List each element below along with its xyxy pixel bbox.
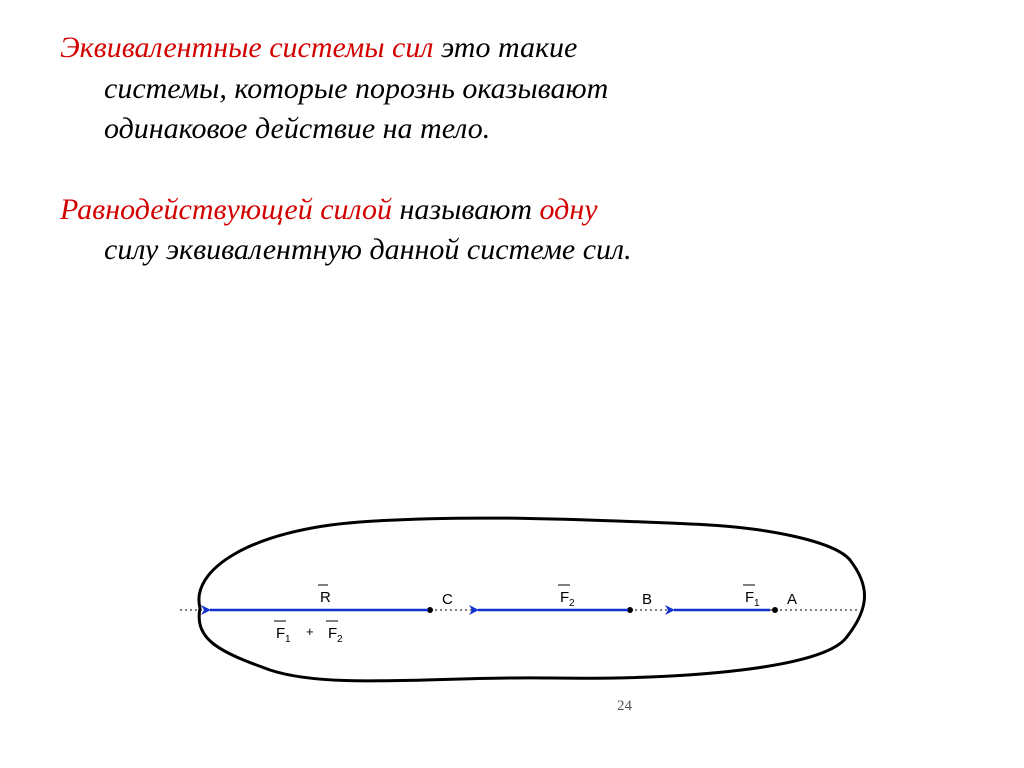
p2-one: одну xyxy=(540,193,598,226)
body-outline xyxy=(199,518,865,681)
p1-rest3: одинаковое действие на тело. xyxy=(104,112,490,145)
vector-sub-1: 2 xyxy=(569,598,575,609)
point-label-B: B xyxy=(642,591,652,608)
vector-sub-0: 1 xyxy=(754,598,760,609)
vector-label-0: F xyxy=(745,589,754,606)
vector-label-2: R xyxy=(320,589,331,606)
point-label-C: C xyxy=(442,591,453,608)
sum-f2: F xyxy=(328,625,337,642)
p2-rest: силу эквивалентную данной системе сил. xyxy=(104,233,632,266)
sum-plus: + xyxy=(306,624,314,639)
p2-term: Равнодействующей силой xyxy=(60,193,392,226)
sum-s2: 2 xyxy=(337,634,343,645)
p1-rest2: системы, которые порознь оказывают xyxy=(104,72,608,105)
p2-mid: называют xyxy=(392,193,540,226)
sum-f1: F xyxy=(276,625,285,642)
p1-rest1: это такие xyxy=(433,31,577,64)
point-A xyxy=(772,607,778,613)
paragraph-1: Эквивалентные системы сил это такие сист… xyxy=(60,28,974,150)
force-diagram: ABCF1F2RF1+F2 xyxy=(130,490,890,710)
p1-term: Эквивалентные системы сил xyxy=(60,31,433,64)
sum-s1: 1 xyxy=(285,634,291,645)
vector-label-1: F xyxy=(560,589,569,606)
point-label-A: A xyxy=(787,591,797,608)
page-number: 24 xyxy=(617,698,632,715)
paragraph-2: Равнодействующей силой называют одну сил… xyxy=(60,190,974,271)
